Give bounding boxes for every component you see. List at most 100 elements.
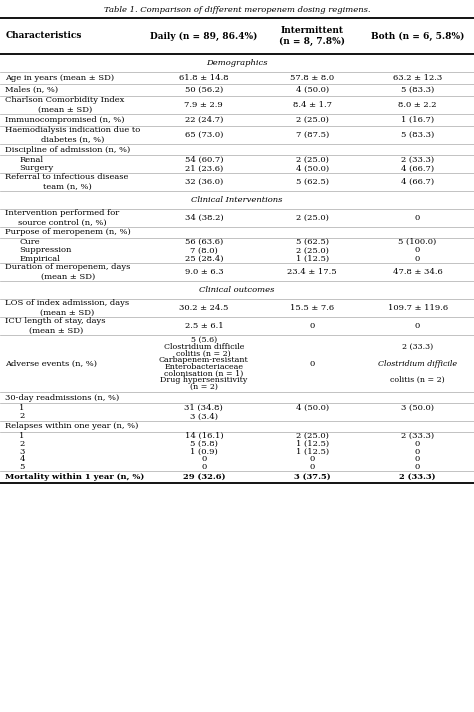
Text: 1 (0.9): 1 (0.9): [190, 448, 218, 456]
Text: 63.2 ± 12.3: 63.2 ± 12.3: [393, 74, 442, 82]
Text: 3 (3.4): 3 (3.4): [190, 412, 218, 421]
Text: 15.5 ± 7.6: 15.5 ± 7.6: [290, 304, 334, 312]
Text: Males (n, %): Males (n, %): [5, 86, 59, 94]
Text: LOS of index admission, days
(mean ± SD): LOS of index admission, days (mean ± SD): [5, 300, 129, 317]
Text: 3: 3: [19, 448, 25, 456]
Text: 14 (16.1): 14 (16.1): [184, 432, 223, 440]
Text: 0: 0: [310, 463, 315, 471]
Text: Characteristics: Characteristics: [5, 31, 82, 41]
Text: Drug hypersensitivity: Drug hypersensitivity: [160, 376, 247, 384]
Text: 54 (60.7): 54 (60.7): [184, 155, 223, 164]
Text: Intervention performed for
source control (n, %): Intervention performed for source contro…: [5, 209, 119, 226]
Text: 1 (16.7): 1 (16.7): [401, 116, 434, 124]
Text: 0: 0: [415, 214, 420, 222]
Text: Discipline of admission (n, %): Discipline of admission (n, %): [5, 145, 131, 154]
Text: Referral to infectious disease
team (n, %): Referral to infectious disease team (n, …: [5, 174, 129, 191]
Text: 21 (23.6): 21 (23.6): [185, 164, 223, 172]
Text: Intermittent
(n = 8, 7.8%): Intermittent (n = 8, 7.8%): [279, 26, 345, 46]
Text: 25 (28.4): 25 (28.4): [184, 255, 223, 263]
Text: 4 (66.7): 4 (66.7): [401, 178, 434, 186]
Text: (n = 2): (n = 2): [190, 383, 218, 391]
Text: 29 (32.6): 29 (32.6): [182, 473, 225, 481]
Text: Age in years (mean ± SD): Age in years (mean ± SD): [5, 74, 115, 82]
Text: Suppression: Suppression: [19, 246, 72, 254]
Text: 57.8 ± 8.0: 57.8 ± 8.0: [290, 74, 334, 82]
Text: 4: 4: [19, 455, 25, 464]
Text: 30-day readmissions (n, %): 30-day readmissions (n, %): [5, 394, 119, 402]
Text: 61.8 ± 14.8: 61.8 ± 14.8: [179, 74, 228, 82]
Text: Immunocompromised (n, %): Immunocompromised (n, %): [5, 116, 125, 124]
Text: 1 (12.5): 1 (12.5): [296, 448, 328, 456]
Text: colitis (n = 2): colitis (n = 2): [176, 350, 231, 357]
Text: 5 (5.6): 5 (5.6): [191, 336, 217, 344]
Text: Demographics: Demographics: [206, 59, 268, 67]
Text: Carbapenem-resistant: Carbapenem-resistant: [159, 356, 249, 364]
Text: 5: 5: [19, 463, 25, 471]
Text: 56 (63.6): 56 (63.6): [185, 239, 223, 246]
Text: 5 (62.5): 5 (62.5): [296, 239, 328, 246]
Text: 0: 0: [310, 360, 315, 367]
Text: Haemodialysis indication due to
diabetes (n, %): Haemodialysis indication due to diabetes…: [5, 127, 141, 144]
Text: 5 (83.3): 5 (83.3): [401, 131, 434, 139]
Text: Renal: Renal: [19, 155, 44, 164]
Text: 2 (25.0): 2 (25.0): [296, 432, 328, 440]
Text: Clostridium difficile: Clostridium difficile: [164, 342, 244, 351]
Text: 2 (33.3): 2 (33.3): [401, 155, 434, 164]
Text: 5 (83.3): 5 (83.3): [401, 86, 434, 94]
Text: 31 (34.8): 31 (34.8): [184, 404, 223, 412]
Text: 2 (33.3): 2 (33.3): [399, 473, 436, 481]
Text: 2 (25.0): 2 (25.0): [296, 246, 328, 254]
Text: Charlson Comorbidity Index
(mean ± SD): Charlson Comorbidity Index (mean ± SD): [5, 96, 125, 114]
Text: 2 (25.0): 2 (25.0): [296, 155, 328, 164]
Text: 34 (38.2): 34 (38.2): [184, 214, 223, 222]
Text: 4 (50.0): 4 (50.0): [296, 86, 328, 94]
Text: Mortality within 1 year (n, %): Mortality within 1 year (n, %): [5, 473, 145, 481]
Text: 4 (50.0): 4 (50.0): [296, 164, 328, 172]
Text: Enterobacteriaceae: Enterobacteriaceae: [164, 363, 243, 371]
Text: Cure: Cure: [19, 239, 40, 246]
Text: Clinical Interventions: Clinical Interventions: [191, 196, 283, 204]
Text: 3 (50.0): 3 (50.0): [401, 404, 434, 412]
Text: Surgery: Surgery: [19, 164, 54, 172]
Text: 65 (73.0): 65 (73.0): [185, 131, 223, 139]
Text: 30.2 ± 24.5: 30.2 ± 24.5: [179, 304, 228, 312]
Text: 1 (12.5): 1 (12.5): [296, 440, 328, 448]
Text: 0: 0: [415, 463, 420, 471]
Text: 0: 0: [310, 322, 315, 330]
Text: 8.4 ± 1.7: 8.4 ± 1.7: [292, 101, 332, 109]
Text: 2: 2: [19, 412, 25, 421]
Text: 2: 2: [19, 440, 25, 448]
Text: Purpose of meropenem (n, %): Purpose of meropenem (n, %): [5, 229, 131, 236]
Text: 2 (25.0): 2 (25.0): [296, 214, 328, 222]
Text: Table 1. Comparison of different meropenem dosing regimens.: Table 1. Comparison of different meropen…: [104, 6, 370, 14]
Text: 0: 0: [415, 455, 420, 464]
Text: 7.9 ± 2.9: 7.9 ± 2.9: [184, 101, 223, 109]
Text: 8.0 ± 2.2: 8.0 ± 2.2: [398, 101, 437, 109]
Text: colonisation (n = 1): colonisation (n = 1): [164, 370, 244, 377]
Text: 22 (24.7): 22 (24.7): [185, 116, 223, 124]
Text: Both (n = 6, 5.8%): Both (n = 6, 5.8%): [371, 31, 464, 41]
Text: Clinical outcomes: Clinical outcomes: [199, 286, 275, 294]
Text: 0: 0: [201, 463, 207, 471]
Text: Daily (n = 89, 86.4%): Daily (n = 89, 86.4%): [150, 31, 257, 41]
Text: 5 (62.5): 5 (62.5): [296, 178, 328, 186]
Text: 5 (100.0): 5 (100.0): [399, 239, 437, 246]
Text: ICU length of stay, days
(mean ± SD): ICU length of stay, days (mean ± SD): [5, 318, 106, 335]
Text: 32 (36.0): 32 (36.0): [185, 178, 223, 186]
Text: 4 (50.0): 4 (50.0): [296, 404, 328, 412]
Text: 3 (37.5): 3 (37.5): [294, 473, 330, 481]
Text: 9.0 ± 6.3: 9.0 ± 6.3: [184, 268, 223, 276]
Text: 0: 0: [201, 455, 207, 464]
Text: 109.7 ± 119.6: 109.7 ± 119.6: [388, 304, 447, 312]
Text: 4 (66.7): 4 (66.7): [401, 164, 434, 172]
Text: 0: 0: [415, 322, 420, 330]
Text: Empirical: Empirical: [19, 255, 60, 263]
Text: 2 (25.0): 2 (25.0): [296, 116, 328, 124]
Text: Adverse events (n, %): Adverse events (n, %): [5, 360, 98, 367]
Text: 0: 0: [415, 440, 420, 448]
Text: 0: 0: [415, 246, 420, 254]
Text: 0: 0: [415, 448, 420, 456]
Text: Duration of meropenem, days
(mean ± SD): Duration of meropenem, days (mean ± SD): [5, 263, 131, 281]
Text: 1 (12.5): 1 (12.5): [296, 255, 328, 263]
Text: 5 (5.8): 5 (5.8): [190, 440, 218, 448]
